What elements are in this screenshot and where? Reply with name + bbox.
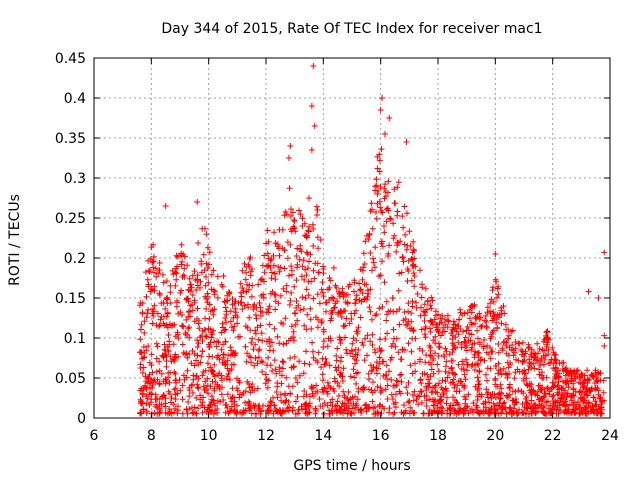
roti-outlier-point bbox=[287, 143, 294, 149]
roti-outlier-point bbox=[310, 63, 317, 69]
x-tick-label: 14 bbox=[314, 428, 332, 444]
roti-outlier-point bbox=[285, 155, 292, 161]
roti-outlier-point bbox=[585, 288, 592, 295]
y-tick-label: 0.45 bbox=[55, 51, 86, 67]
roti-outlier-point bbox=[379, 95, 386, 101]
x-axis-label: GPS time / hours bbox=[293, 458, 410, 474]
plot-frame bbox=[93, 57, 611, 419]
roti-outlier-point bbox=[194, 199, 201, 205]
y-tick-label: 0.25 bbox=[55, 211, 86, 227]
y-tick-label: 0.35 bbox=[55, 131, 86, 147]
y-tick-label: 0.2 bbox=[64, 251, 86, 267]
roti-outlier-point bbox=[162, 203, 169, 209]
x-tick-labels: 6 8 10 12 14 16 18 20 22 24 bbox=[90, 428, 619, 444]
roti-outlier-point bbox=[601, 343, 608, 349]
y-axis-label: ROTI / TECUs bbox=[7, 194, 23, 286]
data-points bbox=[136, 63, 608, 417]
y-tick-label: 0.3 bbox=[64, 171, 86, 187]
roti-outlier-point bbox=[492, 251, 499, 257]
roti-outlier-point bbox=[377, 107, 384, 113]
x-tick-label: 24 bbox=[601, 428, 619, 444]
roti-outlier-point bbox=[595, 295, 602, 301]
x-tick-label: 8 bbox=[147, 428, 156, 444]
x-tick-label: 6 bbox=[90, 428, 99, 444]
y-tick-label: 0.4 bbox=[64, 91, 86, 107]
x-tick-label: 12 bbox=[257, 428, 275, 444]
roti-outlier-point bbox=[308, 103, 315, 109]
roti-outlier-point bbox=[386, 115, 393, 121]
roti-outlier-point bbox=[601, 249, 608, 256]
y-tick-labels: 0 0.05 0.1 0.15 0.2 0.25 0.3 0.35 0.4 0.45 bbox=[55, 51, 86, 427]
y-tick-label: 0.15 bbox=[55, 291, 86, 307]
roti-point-cloud bbox=[136, 146, 608, 417]
roti-outlier-point bbox=[403, 139, 410, 145]
y-tick-label: 0 bbox=[77, 411, 86, 427]
roti-outlier-point bbox=[308, 147, 315, 153]
roti-outlier-point bbox=[311, 123, 318, 129]
x-tick-label: 22 bbox=[544, 428, 562, 444]
y-tick-label: 0.05 bbox=[55, 371, 86, 387]
x-tick-label: 16 bbox=[372, 428, 390, 444]
axis-ticks bbox=[93, 57, 611, 419]
roti-outlier-point bbox=[381, 131, 388, 137]
y-tick-label: 0.1 bbox=[64, 331, 86, 347]
chart-title: Day 344 of 2015, Rate Of TEC Index for r… bbox=[161, 21, 542, 37]
x-tick-label: 18 bbox=[429, 428, 447, 444]
x-tick-label: 10 bbox=[200, 428, 218, 444]
x-tick-label: 20 bbox=[486, 428, 504, 444]
